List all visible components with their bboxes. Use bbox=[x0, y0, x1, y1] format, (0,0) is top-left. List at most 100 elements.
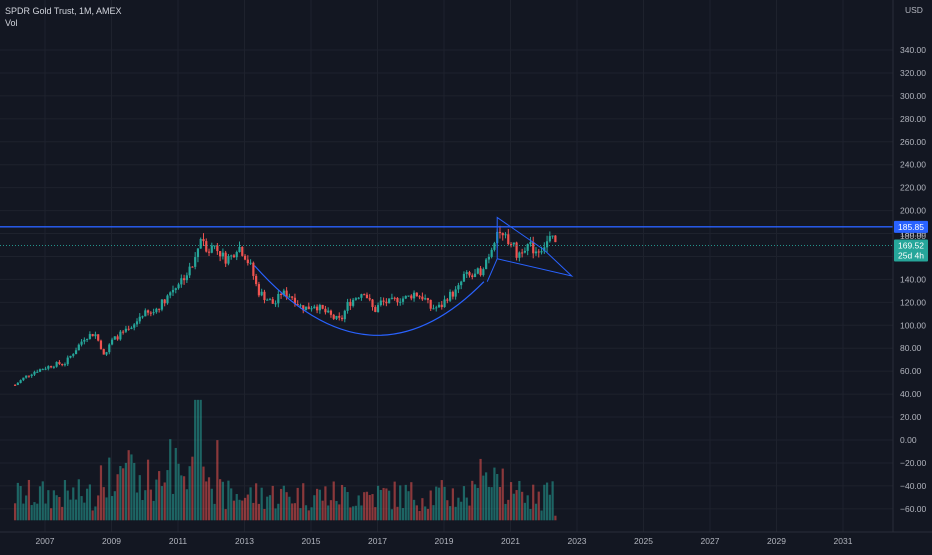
candle-body bbox=[288, 296, 291, 298]
cup-arc bbox=[254, 265, 485, 336]
candle-body bbox=[171, 289, 175, 293]
x-tick-label: 2029 bbox=[767, 536, 786, 546]
volume-bar bbox=[152, 500, 155, 521]
candle-body bbox=[146, 310, 150, 313]
candle-body bbox=[38, 369, 42, 372]
volume-bar bbox=[224, 509, 227, 521]
candle-body bbox=[291, 296, 294, 298]
volume-bar bbox=[116, 474, 119, 521]
volume-bar bbox=[108, 457, 111, 521]
volume-bar bbox=[307, 510, 310, 521]
candle-body bbox=[504, 234, 507, 236]
volume-bar bbox=[257, 503, 261, 521]
symbol-title[interactable]: SPDR Gold Trust, 1M, AMEX bbox=[5, 6, 122, 16]
candle-body bbox=[426, 298, 430, 300]
candle-body bbox=[174, 288, 177, 290]
volume-bar bbox=[149, 489, 152, 521]
candle-body bbox=[36, 371, 39, 373]
candle-body bbox=[551, 235, 554, 237]
volume-bar bbox=[27, 479, 31, 521]
candle-body bbox=[166, 295, 169, 304]
candle-body bbox=[490, 249, 493, 257]
volume-bar bbox=[243, 497, 247, 521]
candle-body bbox=[346, 301, 349, 311]
volume-bar bbox=[44, 503, 47, 521]
x-tick-label: 2021 bbox=[501, 536, 520, 546]
candle-body bbox=[255, 275, 258, 285]
volume-bar bbox=[479, 458, 482, 521]
volume-bar bbox=[213, 503, 216, 521]
volume-bar bbox=[279, 488, 283, 521]
candle-body bbox=[58, 362, 61, 365]
candle-body bbox=[443, 299, 446, 308]
candle-body bbox=[352, 299, 355, 306]
volume-label[interactable]: Vol bbox=[5, 18, 18, 28]
y-tick-label: 340.00 bbox=[900, 45, 926, 55]
y-tick-label: 120.00 bbox=[900, 297, 926, 307]
volume-bar bbox=[113, 491, 116, 521]
candle-body bbox=[268, 299, 272, 301]
volume-bar bbox=[468, 505, 471, 521]
candle-body bbox=[540, 251, 543, 253]
x-tick-label: 2011 bbox=[169, 536, 188, 546]
candle-body bbox=[25, 375, 28, 378]
candle-body bbox=[368, 298, 371, 300]
volume-bar bbox=[230, 488, 233, 521]
volume-bar bbox=[498, 486, 502, 521]
candle-body bbox=[454, 289, 457, 297]
candle-body bbox=[468, 272, 471, 276]
y-tick-label: 140.00 bbox=[900, 274, 926, 284]
volume-bar bbox=[485, 472, 488, 521]
volume-bar bbox=[354, 505, 357, 521]
time-axis: 2007 2009 2011 2013 2015 2017 2019 2021 2023 2025… bbox=[36, 536, 853, 546]
candle-body bbox=[124, 328, 128, 332]
volume-bar bbox=[130, 454, 133, 521]
volume-bar bbox=[188, 466, 191, 521]
candle-body bbox=[196, 248, 200, 258]
volume-bar bbox=[33, 502, 36, 521]
volume-bar bbox=[252, 502, 255, 521]
volume-bar bbox=[401, 508, 405, 521]
volume-bar bbox=[496, 473, 499, 521]
candle-body bbox=[47, 366, 50, 369]
volume-bar bbox=[365, 491, 369, 521]
candle-body bbox=[390, 297, 394, 299]
candle-body bbox=[493, 243, 496, 250]
volume-bar bbox=[346, 492, 349, 521]
volume-bar bbox=[227, 480, 230, 521]
volume-bar bbox=[545, 482, 549, 521]
volume-bar bbox=[30, 505, 33, 521]
volume-bar bbox=[465, 497, 468, 521]
volume-bar bbox=[515, 490, 518, 521]
volume-bar bbox=[313, 495, 316, 521]
volume-bar bbox=[266, 496, 269, 521]
candle-body bbox=[219, 251, 222, 257]
volume-bar bbox=[180, 475, 183, 521]
volume-bar bbox=[110, 496, 114, 521]
volume-bar bbox=[318, 489, 321, 521]
candle-body bbox=[210, 245, 213, 253]
y-tick-label: 260.00 bbox=[900, 137, 926, 147]
candle-body bbox=[274, 303, 277, 305]
candle-body bbox=[285, 290, 288, 298]
volume-bar bbox=[291, 503, 294, 521]
candle-body bbox=[313, 306, 316, 309]
volume-bar bbox=[371, 494, 374, 521]
volume-bar bbox=[219, 479, 222, 521]
volume-bar bbox=[454, 506, 457, 521]
candle-body bbox=[257, 284, 261, 296]
volume-bar bbox=[16, 482, 19, 521]
candle-body bbox=[304, 306, 308, 311]
candle-body bbox=[523, 250, 527, 253]
volume-bar bbox=[532, 484, 535, 521]
volume-bar bbox=[207, 477, 211, 521]
candle-body bbox=[424, 298, 427, 300]
volume-bar bbox=[194, 399, 197, 521]
candle-body bbox=[545, 241, 549, 248]
candle-body bbox=[382, 300, 385, 302]
grid bbox=[0, 0, 893, 532]
candle-body bbox=[310, 308, 313, 310]
candle-body bbox=[227, 255, 230, 264]
